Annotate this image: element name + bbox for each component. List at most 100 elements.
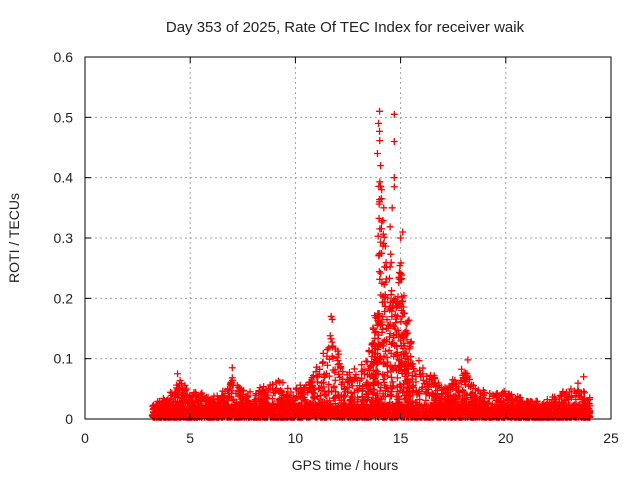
y-tick-label: 0.4 xyxy=(54,170,74,186)
data-point xyxy=(374,346,382,354)
data-point xyxy=(403,320,411,328)
data-point xyxy=(198,406,206,414)
data-point xyxy=(227,389,235,397)
data-point xyxy=(331,376,339,384)
data-point xyxy=(489,391,497,399)
data-point xyxy=(327,335,335,343)
data-point xyxy=(422,396,430,404)
data-point xyxy=(261,403,269,411)
data-point xyxy=(327,406,335,414)
data-point xyxy=(380,298,388,306)
data-point xyxy=(336,364,344,372)
data-point xyxy=(183,399,191,407)
x-axis-label: GPS time / hours xyxy=(292,457,399,473)
data-point xyxy=(392,350,400,358)
data-point xyxy=(168,391,176,399)
data-point xyxy=(284,396,292,404)
data-point xyxy=(401,362,409,370)
data-point xyxy=(210,392,218,400)
data-point xyxy=(391,325,399,333)
data-point xyxy=(397,270,405,278)
data-point xyxy=(328,352,336,360)
data-point-peak xyxy=(464,356,472,364)
data-point xyxy=(345,401,353,409)
data-point xyxy=(175,407,183,415)
data-point xyxy=(574,386,582,394)
data-point xyxy=(395,273,403,281)
data-point xyxy=(323,397,331,405)
data-point xyxy=(381,381,389,389)
data-point xyxy=(540,411,548,419)
data-point xyxy=(564,406,572,414)
data-point xyxy=(277,389,285,397)
data-point xyxy=(485,404,493,412)
data-point-peak xyxy=(327,312,335,320)
data-point xyxy=(430,396,438,404)
data-point xyxy=(406,343,414,351)
data-point xyxy=(358,406,366,414)
data-point xyxy=(305,410,313,418)
data-point xyxy=(340,392,348,400)
data-point xyxy=(359,409,367,417)
data-point xyxy=(317,395,325,403)
data-point xyxy=(433,393,441,401)
data-point xyxy=(320,407,328,415)
data-point xyxy=(469,412,477,420)
data-point xyxy=(248,402,256,410)
data-point xyxy=(419,364,427,372)
data-point xyxy=(258,388,266,396)
data-point xyxy=(365,393,373,401)
data-point xyxy=(394,312,402,320)
x-tick-label: 20 xyxy=(498,430,514,446)
data-point xyxy=(402,330,410,338)
data-point-peak xyxy=(328,315,336,323)
data-point xyxy=(579,395,587,403)
data-point xyxy=(358,361,366,369)
data-point xyxy=(227,380,235,388)
data-point xyxy=(376,137,384,145)
data-point xyxy=(272,385,280,393)
data-point xyxy=(431,374,439,382)
data-point xyxy=(409,388,417,396)
data-point xyxy=(214,411,222,419)
data-point xyxy=(495,395,503,403)
data-point xyxy=(400,351,408,359)
data-point xyxy=(239,402,247,410)
data-point xyxy=(398,293,406,301)
data-point xyxy=(510,401,518,409)
data-point xyxy=(333,410,341,418)
data-point xyxy=(535,412,543,420)
data-point xyxy=(370,374,378,382)
y-tick-label: 0.6 xyxy=(54,49,74,65)
data-point-peak xyxy=(397,234,405,242)
data-point xyxy=(288,412,296,420)
data-point xyxy=(387,349,395,357)
data-point xyxy=(397,363,405,371)
data-point xyxy=(181,381,189,389)
data-point xyxy=(554,409,562,417)
data-point xyxy=(202,411,210,419)
data-point xyxy=(460,374,468,382)
data-point xyxy=(389,378,397,386)
data-point xyxy=(446,382,454,390)
data-point xyxy=(375,409,383,417)
y-tick-label: 0.1 xyxy=(54,351,74,367)
data-point-peak xyxy=(378,186,386,194)
data-point xyxy=(379,242,387,250)
data-point xyxy=(432,383,440,391)
data-point xyxy=(586,407,594,415)
data-point xyxy=(276,401,284,409)
data-point xyxy=(329,342,337,350)
data-point xyxy=(445,403,453,411)
data-point xyxy=(315,385,323,393)
data-point xyxy=(463,374,471,382)
data-point xyxy=(374,232,382,240)
data-point xyxy=(388,385,396,393)
data-point xyxy=(325,344,333,352)
data-point xyxy=(553,408,561,416)
data-point xyxy=(340,385,348,393)
data-point xyxy=(383,362,391,370)
data-point xyxy=(408,405,416,413)
data-point xyxy=(394,396,402,404)
data-point xyxy=(392,400,400,408)
